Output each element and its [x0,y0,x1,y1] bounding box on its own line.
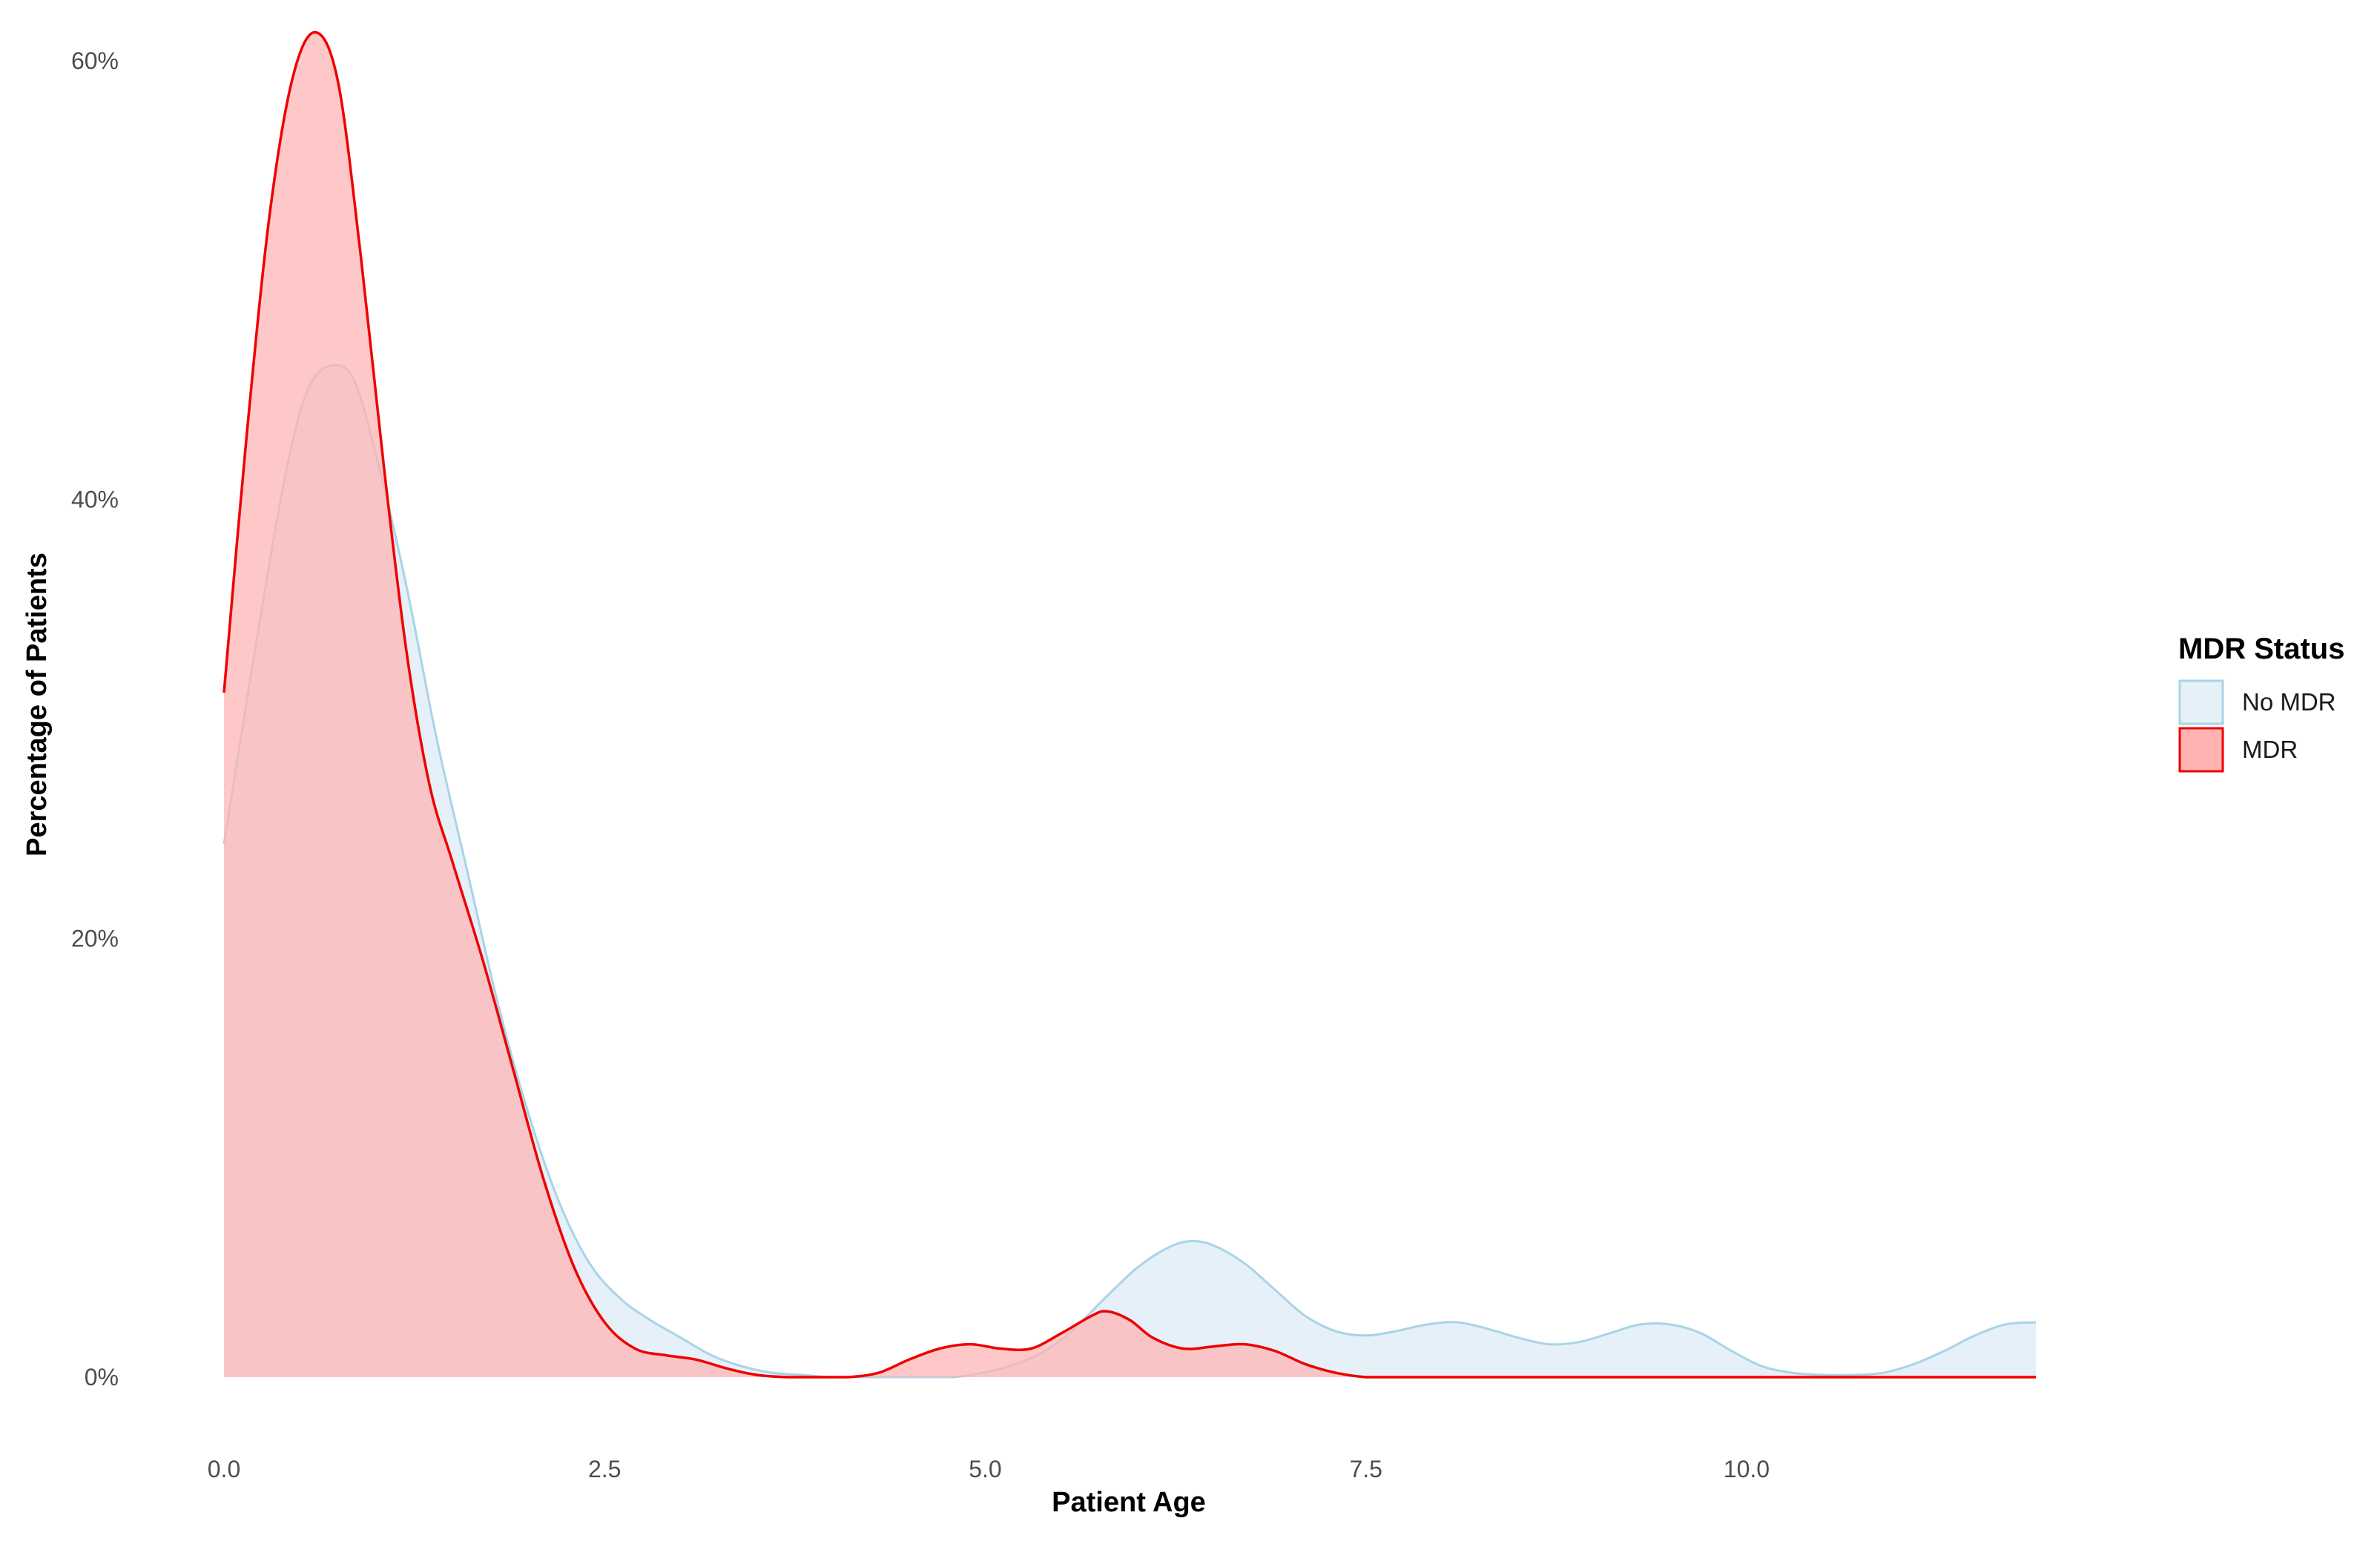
x-axis-title: Patient Age [1052,1487,1206,1518]
legend-key-no-mdr [2178,679,2224,725]
y-tick-label: 60% [71,47,119,74]
y-tick-label: 20% [71,925,119,951]
legend-key-mdr [2178,727,2224,773]
y-tick-label: 0% [85,1364,119,1390]
legend-label-no-mdr: No MDR [2242,688,2336,716]
series-area-mdr [224,32,2036,1378]
series-layer [222,30,2037,1379]
legend-items: No MDR MDR [2178,679,2336,773]
y-axis-title: Percentage of Patients [22,552,53,857]
legend-label-mdr: MDR [2242,736,2298,763]
legend-title: MDR Status [2178,633,2344,665]
x-tick-label: 0.0 [208,1456,240,1482]
x-axis-ticks: 0.0 2.5 5.0 7.5 10.0 [208,1456,1770,1482]
x-tick-label: 5.0 [969,1456,1001,1482]
legend: MDR Status No MDR MDR [2178,633,2344,773]
y-tick-label: 40% [71,486,119,513]
series-line-mdr [222,30,2036,1379]
x-tick-label: 10.0 [1724,1456,1770,1482]
y-axis-ticks: 0% 20% 40% 60% [71,47,119,1390]
x-tick-label: 7.5 [1349,1456,1382,1482]
x-tick-label: 2.5 [588,1456,621,1482]
